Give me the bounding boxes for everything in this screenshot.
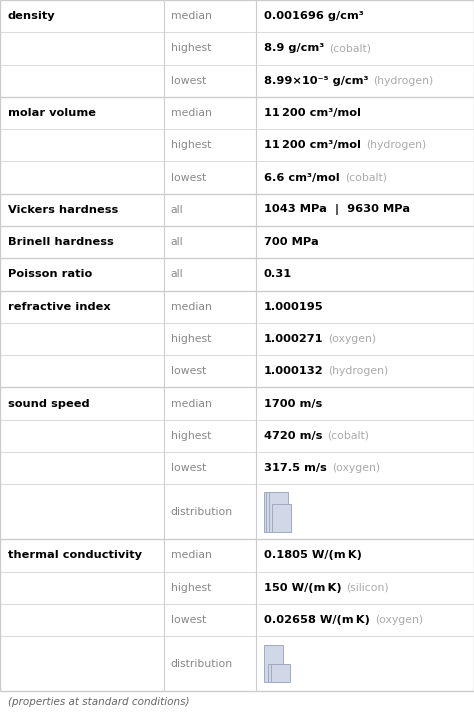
Text: refractive index: refractive index [8,302,111,312]
Text: (hydrogen): (hydrogen) [374,76,434,86]
Bar [264,492,283,532]
Text: Brinell hardness: Brinell hardness [8,237,114,247]
Text: 1.000271: 1.000271 [264,334,323,344]
Text: median: median [171,108,211,118]
Text: (oxygen): (oxygen) [328,334,376,344]
Text: molar volume: molar volume [8,108,96,118]
Text: Poisson ratio: Poisson ratio [8,270,92,279]
Text: median: median [171,399,211,409]
Text: 0.02658 W/(m K): 0.02658 W/(m K) [264,615,370,625]
Text: (silicon): (silicon) [346,583,389,593]
Text: lowest: lowest [171,76,206,86]
Text: median: median [171,11,211,21]
Text: all: all [171,237,183,247]
Text: median: median [171,302,211,312]
Text: lowest: lowest [171,173,206,183]
Text: sound speed: sound speed [8,399,90,409]
Text: 1700 m/s: 1700 m/s [264,399,322,409]
Text: density: density [8,11,55,21]
Text: (oxygen): (oxygen) [332,463,380,473]
Text: (oxygen): (oxygen) [375,615,423,625]
Text: 8.9 g/cm³: 8.9 g/cm³ [264,43,324,53]
Bar [266,492,285,532]
Text: highest: highest [171,43,211,53]
Bar [271,665,290,682]
Text: thermal conductivity: thermal conductivity [8,550,142,560]
Text: distribution: distribution [171,507,233,517]
Text: 1.000195: 1.000195 [264,302,324,312]
Bar [269,492,288,532]
Text: 0.1805 W/(m K): 0.1805 W/(m K) [264,550,362,560]
Text: lowest: lowest [171,615,206,625]
Text: lowest: lowest [171,463,206,473]
Text: (cobalt): (cobalt) [328,431,369,441]
Bar [264,645,283,682]
Text: (cobalt): (cobalt) [329,43,371,53]
Bar [268,665,287,682]
Text: highest: highest [171,583,211,593]
Text: median: median [171,550,211,560]
Text: (cobalt): (cobalt) [345,173,387,183]
Text: 150 W/(m K): 150 W/(m K) [264,583,342,593]
Text: all: all [171,205,183,215]
Text: highest: highest [171,140,211,150]
Text: lowest: lowest [171,366,206,376]
Text: distribution: distribution [171,659,233,669]
Text: (hydrogen): (hydrogen) [366,140,426,150]
Text: (properties at standard conditions): (properties at standard conditions) [8,697,190,707]
Text: 11 200 cm³/mol: 11 200 cm³/mol [264,108,361,118]
Text: Vickers hardness: Vickers hardness [8,205,118,215]
Text: 0.001696 g/cm³: 0.001696 g/cm³ [264,11,364,21]
Text: 6.6 cm³/mol: 6.6 cm³/mol [264,173,340,183]
Text: highest: highest [171,334,211,344]
Text: 1043 MPa  |  9630 MPa: 1043 MPa | 9630 MPa [264,205,410,215]
Text: (hydrogen): (hydrogen) [328,366,389,376]
Text: 700 MPa: 700 MPa [264,237,319,247]
Text: 4720 m/s: 4720 m/s [264,431,322,441]
Text: 11 200 cm³/mol: 11 200 cm³/mol [264,140,361,150]
Text: all: all [171,270,183,279]
Text: 317.5 m/s: 317.5 m/s [264,463,327,473]
Text: 8.99×10⁻⁵ g/cm³: 8.99×10⁻⁵ g/cm³ [264,76,368,86]
Bar [272,504,291,532]
Text: 1.000132: 1.000132 [264,366,324,376]
Text: 0.31: 0.31 [264,270,292,279]
Text: highest: highest [171,431,211,441]
